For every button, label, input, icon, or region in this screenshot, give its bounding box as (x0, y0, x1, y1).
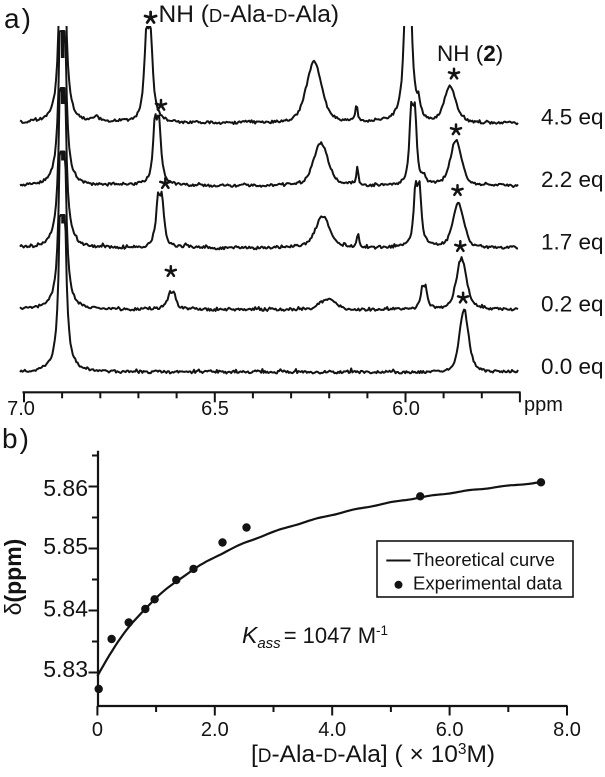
svg-text:NH (2): NH (2) (437, 41, 503, 66)
svg-text:5.84: 5.84 (43, 596, 88, 622)
svg-text:δ(ppm): δ(ppm) (0, 539, 26, 616)
svg-text:b): b) (2, 423, 31, 454)
svg-text:ppm: ppm (524, 394, 563, 416)
svg-text:6.0: 6.0 (436, 719, 464, 741)
svg-text:Experimental data: Experimental data (413, 573, 563, 594)
svg-text:[D-Ala-D-Ala] ( × 103M): [D-Ala-D-Ala] ( × 103M) (251, 741, 495, 768)
svg-text:0.0 eq: 0.0 eq (541, 354, 604, 379)
svg-text:6.0: 6.0 (392, 398, 420, 420)
svg-text:6.5: 6.5 (201, 398, 229, 420)
svg-text:8.0: 8.0 (553, 719, 581, 741)
svg-text:2.0: 2.0 (201, 719, 229, 741)
svg-text:0.2 eq: 0.2 eq (541, 292, 604, 317)
svg-text:4.0: 4.0 (318, 719, 346, 741)
svg-text:a): a) (4, 3, 33, 34)
svg-text:2.2 eq: 2.2 eq (541, 167, 604, 192)
svg-text:0: 0 (92, 719, 103, 741)
svg-text:7.0: 7.0 (7, 398, 35, 420)
svg-text:1.7 eq: 1.7 eq (541, 230, 604, 255)
svg-text:5.83: 5.83 (43, 656, 88, 682)
svg-text:NH (D-Ala-D-Ala): NH (D-Ala-D-Ala) (159, 1, 340, 28)
svg-text:5.86: 5.86 (43, 475, 88, 501)
svg-text:5.85: 5.85 (43, 533, 88, 559)
svg-text:Theoretical curve: Theoretical curve (413, 549, 555, 570)
svg-text:4.5 eq: 4.5 eq (541, 105, 604, 130)
